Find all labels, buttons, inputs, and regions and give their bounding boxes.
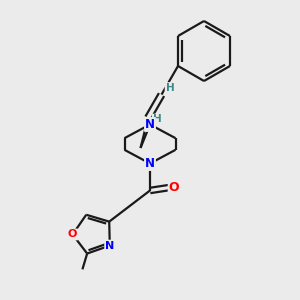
Text: O: O <box>68 230 77 239</box>
Text: O: O <box>169 181 179 194</box>
Text: N: N <box>145 118 155 131</box>
Text: N: N <box>105 241 114 250</box>
Text: N: N <box>145 157 155 170</box>
Text: H: H <box>153 115 161 124</box>
Text: H: H <box>166 83 174 93</box>
